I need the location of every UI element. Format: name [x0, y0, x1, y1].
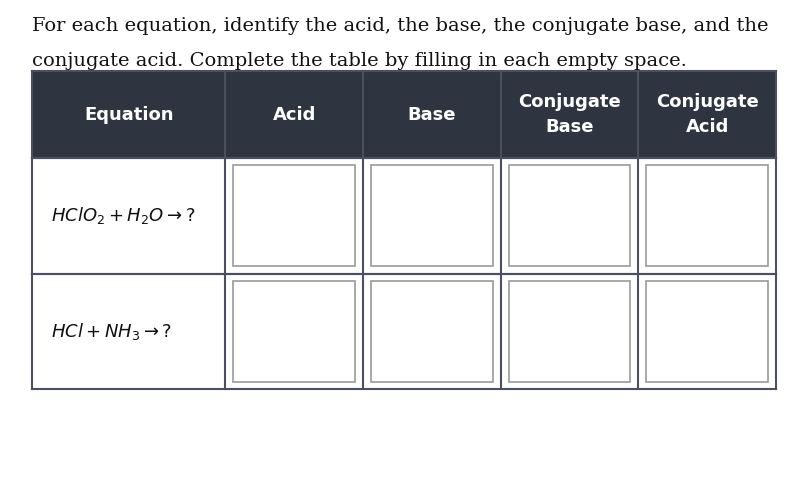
Bar — [646, 281, 768, 382]
Text: Conjugate
Base: Conjugate Base — [518, 93, 621, 136]
Text: Acid: Acid — [273, 106, 316, 124]
Bar — [32, 274, 776, 389]
Bar — [234, 165, 355, 266]
Bar — [371, 281, 493, 382]
Bar — [32, 158, 776, 274]
Text: Conjugate
Acid: Conjugate Acid — [656, 93, 758, 136]
Text: $HCl + NH_3 \rightarrow?$: $HCl + NH_3 \rightarrow?$ — [51, 321, 173, 342]
Bar — [371, 165, 493, 266]
Text: Equation: Equation — [84, 106, 174, 124]
Text: For each equation, identify the acid, the base, the conjugate base, and the: For each equation, identify the acid, th… — [32, 17, 769, 35]
Bar — [646, 165, 768, 266]
Bar — [32, 71, 776, 158]
Text: $HClO_2 + H_2O \rightarrow?$: $HClO_2 + H_2O \rightarrow?$ — [51, 205, 196, 226]
Text: Base: Base — [408, 106, 456, 124]
Text: conjugate acid. Complete the table by filling in each empty space.: conjugate acid. Complete the table by fi… — [32, 52, 687, 70]
Bar — [509, 165, 630, 266]
Bar — [234, 281, 355, 382]
Bar — [509, 281, 630, 382]
